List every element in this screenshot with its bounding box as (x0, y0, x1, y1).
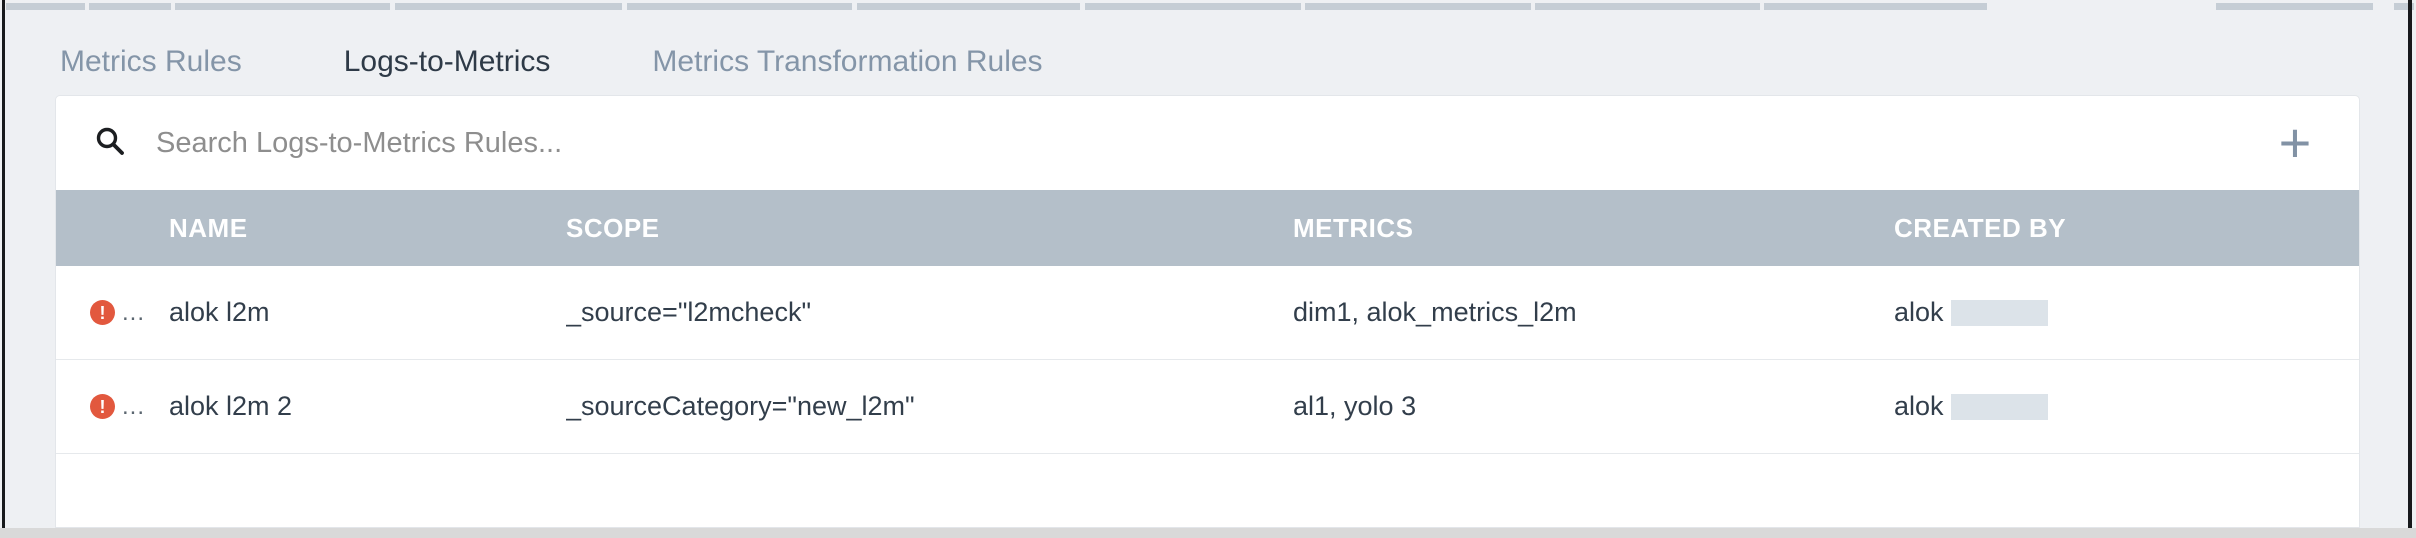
plus-icon: + (2278, 111, 2312, 174)
column-header-created-by: CREATED BY (1894, 212, 2067, 243)
more-options-icon[interactable]: ... (122, 300, 146, 325)
search-input[interactable] (154, 125, 2269, 161)
row-status-cell: ! ... (56, 394, 169, 419)
window-bottom-strip (0, 528, 2416, 538)
warning-icon: ! (90, 300, 115, 325)
row-status-cell: ! ... (56, 300, 169, 325)
column-header-name: NAME (169, 212, 248, 243)
more-options-icon[interactable]: ... (122, 394, 146, 419)
logs-to-metrics-panel: + NAME SCOPE METRICS CREATED BY ! ... al… (55, 95, 2360, 528)
tab-logs-to-metrics[interactable]: Logs-to-Metrics (321, 40, 573, 102)
column-header-metrics: METRICS (1293, 212, 1414, 243)
tab-metrics-rules[interactable]: Metrics Rules (60, 45, 242, 78)
cell-created-by: alok (1894, 391, 2359, 422)
tab-bar: Metrics Rules Logs-to-Metrics Metrics Tr… (55, 40, 1123, 102)
warning-icon: ! (90, 394, 115, 419)
search-row: + (56, 96, 2359, 190)
cell-name: alok l2m 2 (169, 391, 293, 421)
cell-metrics: dim1, alok_metrics_l2m (1293, 297, 1577, 327)
redacted-text-block (1950, 300, 2048, 326)
cell-metrics: al1, yolo 3 (1293, 391, 1417, 421)
column-header-scope: SCOPE (566, 212, 660, 243)
cell-name: alok l2m (169, 297, 270, 327)
redacted-text-block (1950, 394, 2048, 420)
table-row[interactable]: ! ... alok l2m 2 _sourceCategory="new_l2… (56, 360, 2359, 454)
top-clipped-strip (0, 2, 2416, 10)
table-row[interactable]: ! ... alok l2m _source="l2mcheck" dim1, … (56, 266, 2359, 360)
cell-scope: _source="l2mcheck" (566, 297, 812, 327)
window-right-border (2408, 0, 2412, 528)
created-by-text: alok (1894, 391, 1944, 421)
search-icon (94, 125, 126, 162)
cell-created-by: alok (1894, 297, 2359, 328)
created-by-text: alok (1894, 297, 1944, 327)
window-left-border (2, 0, 5, 528)
cell-scope: _sourceCategory="new_l2m" (566, 391, 915, 421)
add-rule-button[interactable]: + (2269, 111, 2321, 174)
tab-metrics-transformation-rules[interactable]: Metrics Transformation Rules (652, 45, 1043, 78)
table-header: NAME SCOPE METRICS CREATED BY (56, 190, 2359, 266)
